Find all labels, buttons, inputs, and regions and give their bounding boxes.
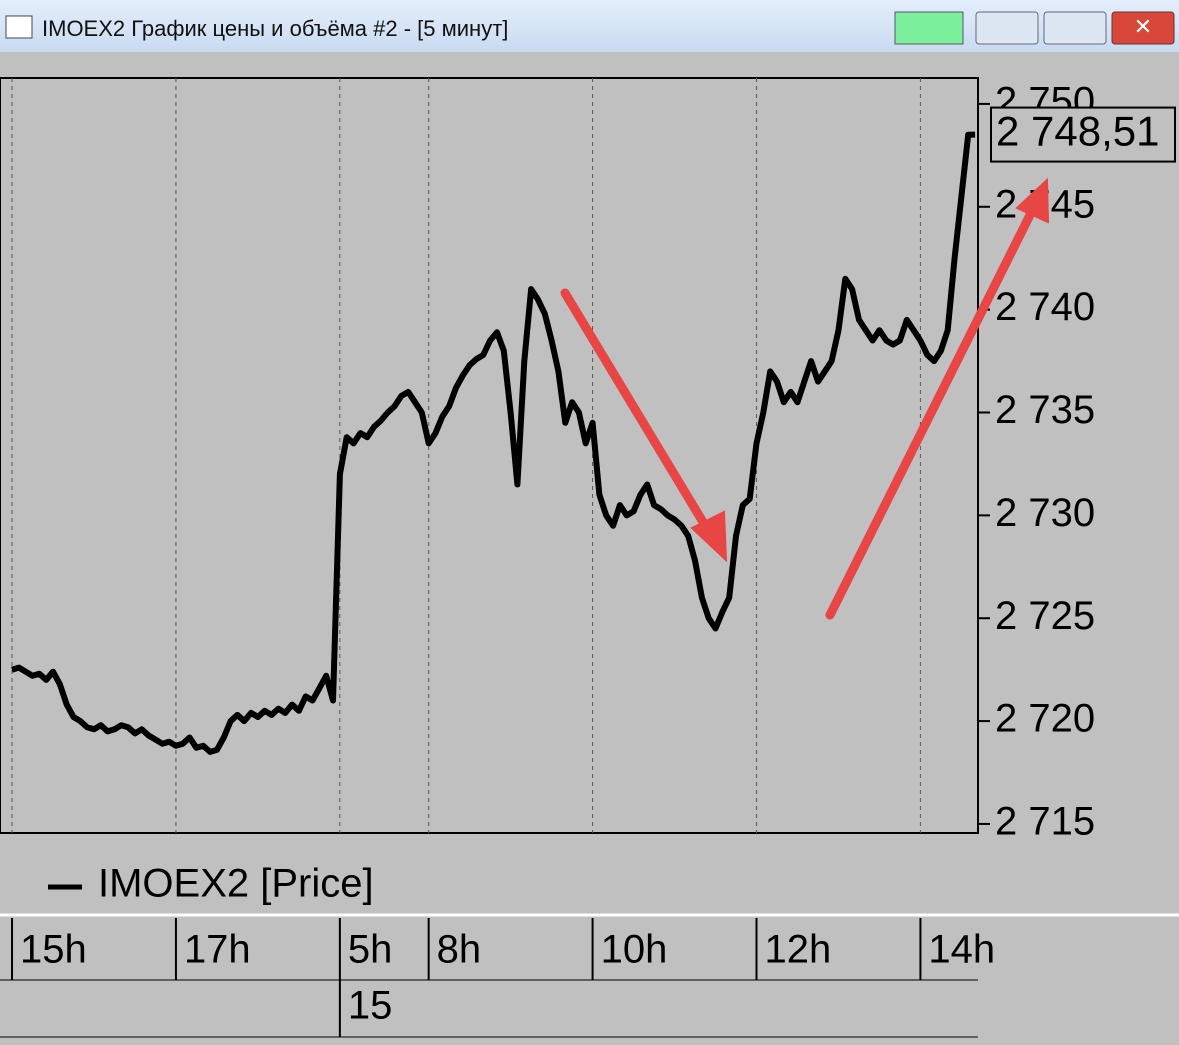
maximize-button[interactable] (1043, 11, 1107, 45)
y-tick-label: 2 730 (995, 491, 1095, 535)
x-tick-label: 14h (928, 928, 995, 972)
x-tick-label: 10h (601, 928, 668, 972)
x-tick-label: 8h (437, 928, 482, 972)
y-tick-label: 2 725 (995, 594, 1095, 638)
x-tick-label: 12h (765, 928, 832, 972)
plot-area (0, 77, 979, 834)
y-tick-label: 2 740 (995, 285, 1095, 329)
x-tick-label: 17h (184, 928, 251, 972)
y-tick-label: 2 720 (995, 697, 1095, 741)
window-title: IMOEX2 График цены и объёма #2 - [5 мину… (42, 16, 508, 41)
close-icon: ✕ (1134, 14, 1152, 39)
minimize-button[interactable] (975, 11, 1039, 45)
last-price-label: 2 748,51 (996, 108, 1160, 155)
x-tick-label: 15h (20, 928, 87, 972)
link-button[interactable] (894, 11, 964, 45)
price-line (11, 131, 976, 755)
window-icon (5, 15, 33, 39)
y-tick-label: 2 715 (995, 800, 1095, 844)
date-label: 15 (348, 984, 393, 1028)
legend-label: IMOEX2 [Price] (98, 862, 374, 906)
close-button[interactable] (1111, 11, 1175, 45)
last-price-box (990, 106, 1176, 163)
annotation-arrows (560, 177, 1050, 620)
x-tick-label: 5h (348, 928, 393, 972)
y-tick-label: 2 735 (995, 388, 1095, 432)
